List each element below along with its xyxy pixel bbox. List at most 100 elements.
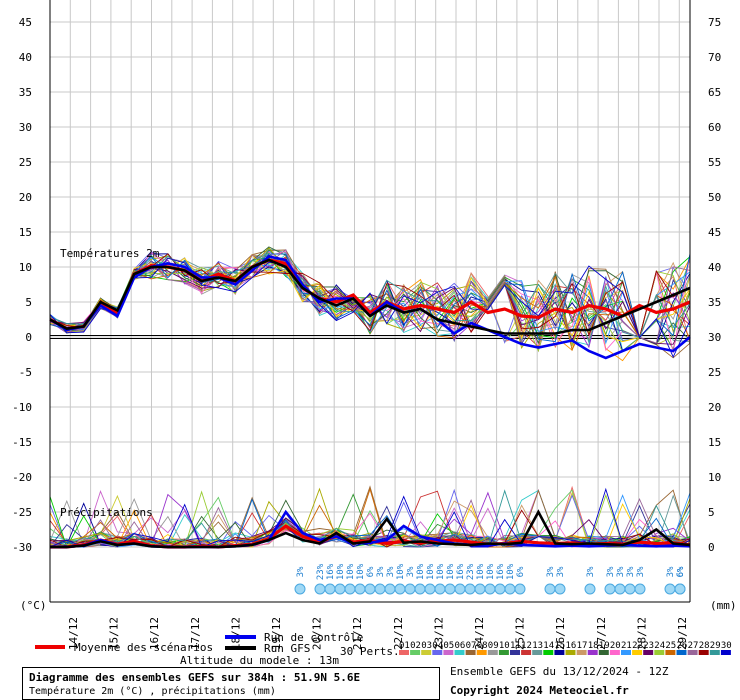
chart-title: Diagramme des ensembles GEFS sur 384h : … [29, 671, 361, 684]
legend-pert-number: 20 [610, 641, 621, 651]
legend-pert-number: 22 [632, 641, 643, 651]
legend-pert-swatch [587, 650, 598, 655]
snow-flake-icon [464, 583, 476, 595]
right-tick-label: 60 [708, 121, 721, 134]
legend-pert-number: 14 [543, 641, 554, 651]
ensemble-temp-line [49, 260, 691, 353]
x-tick-label: 25/12 [514, 617, 527, 650]
right-tick-label: 20 [708, 401, 721, 414]
left-tick-label: 10 [19, 261, 32, 274]
right-tick-label: 30 [708, 331, 721, 344]
snow-probability-label: 10% [416, 563, 426, 580]
ensemble-temp-line [49, 253, 691, 340]
legend-pert-number: 08 [477, 641, 488, 651]
snow-row: 3% 23% 16% 10% 10% 10% 6% 3% 3% 10% 3% 10% 10% 10% 10%… [294, 563, 686, 595]
x-tick-label: 14/12 [67, 617, 80, 650]
left-axis-unit: (°C) [20, 599, 47, 612]
snow-probability-label: 10% [446, 563, 456, 580]
x-tick-label: 21/12 [351, 617, 364, 650]
left-tick-label: 15 [19, 226, 32, 239]
left-tick-label: -30 [12, 541, 32, 554]
left-tick-label: 30 [19, 121, 32, 134]
legend-pert-swatch [432, 650, 443, 655]
ensemble-precip-line [49, 487, 691, 548]
legend-pert-number: 24 [654, 641, 665, 651]
snow-probability-label: 16% [326, 563, 336, 580]
snow-flake-icon [444, 583, 456, 595]
legend-pert-swatch [709, 650, 720, 655]
legend-pert-swatch [632, 650, 643, 655]
chart-subtitle: Température 2m (°C) , précipitations (mm… [29, 686, 276, 697]
source-label: Ensemble GEFS du 13/12/2024 - 12Z [450, 665, 669, 678]
legend-pert-swatch [621, 650, 631, 655]
snow-flake-icon [664, 583, 676, 595]
altitude-label: Altitude du modele : 13m [180, 654, 339, 667]
snow-flake-icon [634, 583, 646, 595]
legend-pert-swatch [510, 650, 520, 655]
snow-flake-icon [454, 583, 466, 595]
x-tick-label: 17/12 [189, 617, 202, 650]
snow-probability-label: 3% [556, 566, 566, 577]
snow-probability-label: 3% [626, 566, 636, 577]
legend-pert-number: 02 [410, 641, 421, 651]
snow-flake-icon [344, 583, 356, 595]
snow-probability-label: 23% [316, 563, 326, 580]
snow-flake-icon [424, 583, 436, 595]
legend-pert-number: 21 [621, 641, 632, 651]
gfs-precip-line [50, 509, 691, 549]
snow-probability-label: 16% [456, 563, 466, 580]
snow-probability-label: 3% [636, 566, 646, 577]
right-tick-label: 0 [708, 541, 715, 554]
legend-pert-swatch [720, 650, 731, 655]
legend-pert-number: 15 [554, 641, 565, 651]
legend-pert-swatch [609, 650, 620, 655]
legend-pert-number: 06 [455, 641, 466, 651]
left-tick-label: -5 [19, 366, 32, 379]
x-tick-label: 19/12 [270, 617, 283, 650]
legend-pert-swatch [521, 650, 532, 655]
ensemble-temp-line [49, 253, 691, 343]
snow-probability-label: 3% [616, 566, 626, 577]
snow-probability-label: 10% [506, 563, 516, 580]
snow-probability-label: 10% [436, 563, 446, 580]
legend-pert-number: 30 [721, 641, 732, 651]
legend-pert-swatch [487, 650, 498, 655]
right-tick-label: 55 [708, 156, 721, 169]
gfs-temperature-line [49, 258, 691, 335]
ensemble-temp-line [49, 254, 691, 345]
snow-probability-label: 10% [476, 563, 486, 580]
legend-pert-swatch [687, 650, 698, 655]
snow-flake-icon [414, 583, 426, 595]
ensemble-temp-line [49, 257, 691, 358]
legend-pert-swatch [543, 650, 554, 655]
legend-pert-swatch [443, 650, 454, 655]
x-tick-label: 27/12 [595, 617, 608, 650]
ensemble-temp-line [49, 250, 691, 354]
legend-pert-swatch [399, 650, 409, 655]
snow-probability-label: 3% [666, 566, 676, 577]
left-tick-label: -25 [12, 506, 32, 519]
left-tick-label: 0 [25, 331, 32, 344]
right-tick-label: 10 [708, 471, 721, 484]
snow-flake-icon [584, 583, 596, 595]
snow-flake-icon [614, 583, 626, 595]
x-tick-label: 29/12 [676, 617, 689, 650]
right-tick-label: 45 [708, 226, 721, 239]
legend-pert-swatch [532, 650, 543, 655]
legend-pert-number: 23 [643, 641, 654, 651]
snow-probability-label: 16% [496, 563, 506, 580]
legend-pert-swatch [498, 650, 509, 655]
right-tick-label: 75 [708, 16, 721, 29]
snow-probability-label: 10% [336, 563, 346, 580]
snow-probability-label: 10% [486, 563, 496, 580]
legend-pert-number: 18 [588, 641, 599, 651]
x-tick-label: 24/12 [473, 617, 486, 650]
legend-perts-label: 30 Perts. [340, 645, 400, 658]
legend-pert-number: 28 [699, 641, 710, 651]
snow-flake-icon [384, 583, 396, 595]
legend-pert-swatch [676, 650, 687, 655]
right-tick-label: 25 [708, 366, 721, 379]
left-tick-label: 5 [25, 296, 32, 309]
right-tick-label: 65 [708, 86, 721, 99]
legend-pert-swatch [643, 650, 654, 655]
